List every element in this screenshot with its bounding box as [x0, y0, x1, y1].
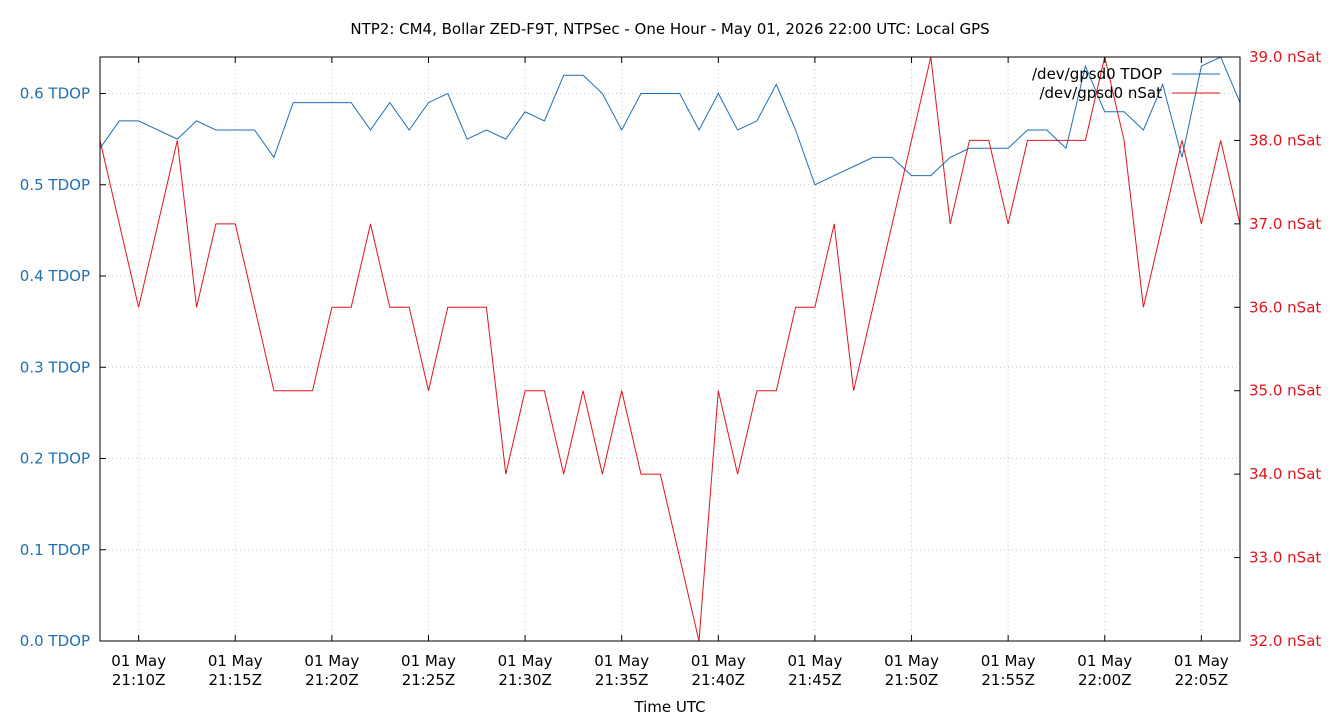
- x-tick-label-time: 21:35Z: [595, 671, 649, 689]
- y-left-tick-label: 0.4 TDOP: [20, 267, 90, 285]
- y-left-tick-label: 0.5 TDOP: [20, 176, 90, 194]
- x-tick-label-date: 01 May: [208, 652, 263, 670]
- x-axis-label: Time UTC: [633, 698, 705, 716]
- x-tick-label-date: 01 May: [594, 652, 649, 670]
- x-tick-label-date: 01 May: [884, 652, 939, 670]
- x-tick-label-date: 01 May: [981, 652, 1036, 670]
- x-tick-label-date: 01 May: [111, 652, 166, 670]
- x-tick-label-time: 21:55Z: [981, 671, 1035, 689]
- x-tick-label-date: 01 May: [787, 652, 842, 670]
- y-right-tick-label: 33.0 nSat: [1249, 549, 1321, 567]
- x-tick-label-time: 22:05Z: [1175, 671, 1229, 689]
- y-left-tick-label: 0.3 TDOP: [20, 358, 90, 376]
- y-right-tick-label: 34.0 nSat: [1249, 465, 1321, 483]
- y-right-tick-label: 35.0 nSat: [1249, 382, 1321, 400]
- grid: [100, 57, 1240, 641]
- series-line-nsat: [99, 56, 1241, 642]
- x-tick-label-date: 01 May: [304, 652, 359, 670]
- y-left-tick-label: 0.0 TDOP: [20, 632, 90, 650]
- x-tick-label-date: 01 May: [1174, 652, 1229, 670]
- legend-label: /dev/gpsd0 nSat: [1039, 84, 1162, 102]
- x-tick-label-time: 21:45Z: [788, 671, 842, 689]
- x-tick-label-time: 21:30Z: [498, 671, 552, 689]
- x-tick-label-time: 21:50Z: [885, 671, 939, 689]
- plot-frame: [99, 56, 1241, 642]
- chart-title: NTP2: CM4, Bollar ZED-F9T, NTPSec - One …: [350, 20, 989, 38]
- y-right-tick-label: 37.0 nSat: [1249, 215, 1321, 233]
- legend: /dev/gpsd0 TDOP/dev/gpsd0 nSat: [1032, 65, 1220, 102]
- y-right-tick-label: 39.0 nSat: [1249, 48, 1321, 66]
- series-group: [99, 56, 1241, 642]
- x-tick-label-date: 01 May: [1077, 652, 1132, 670]
- x-tick-label-date: 01 May: [691, 652, 746, 670]
- y-axis-left: 0.0 TDOP 0.1 TDOP 0.2 TDOP 0.3 TDOP 0.4 TDOP…: [20, 85, 106, 650]
- y-left-tick-label: 0.1 TDOP: [20, 541, 90, 559]
- x-tick-label-time: 21:10Z: [112, 671, 166, 689]
- y-left-tick-label: 0.2 TDOP: [20, 450, 90, 468]
- legend-label: /dev/gpsd0 TDOP: [1032, 65, 1162, 83]
- x-tick-label-date: 01 May: [401, 652, 456, 670]
- y-right-tick-label: 38.0 nSat: [1249, 131, 1321, 149]
- y-right-tick-label: 36.0 nSat: [1249, 298, 1321, 316]
- y-left-tick-label: 0.6 TDOP: [20, 85, 90, 103]
- x-tick-label-time: 22:00Z: [1078, 671, 1132, 689]
- y-right-tick-label: 32.0 nSat: [1249, 632, 1321, 650]
- series-line-tdop: [99, 56, 1241, 186]
- x-tick-label-time: 21:15Z: [208, 671, 262, 689]
- y-axis-right: 32.0 nSat 33.0 nSat 34.0 nSat 35.0 nSat 36.0…: [1234, 48, 1321, 650]
- x-tick-label-date: 01 May: [498, 652, 553, 670]
- x-tick-label-time: 21:20Z: [305, 671, 359, 689]
- x-tick-label-time: 21:40Z: [692, 671, 746, 689]
- x-tick-label-time: 21:25Z: [402, 671, 456, 689]
